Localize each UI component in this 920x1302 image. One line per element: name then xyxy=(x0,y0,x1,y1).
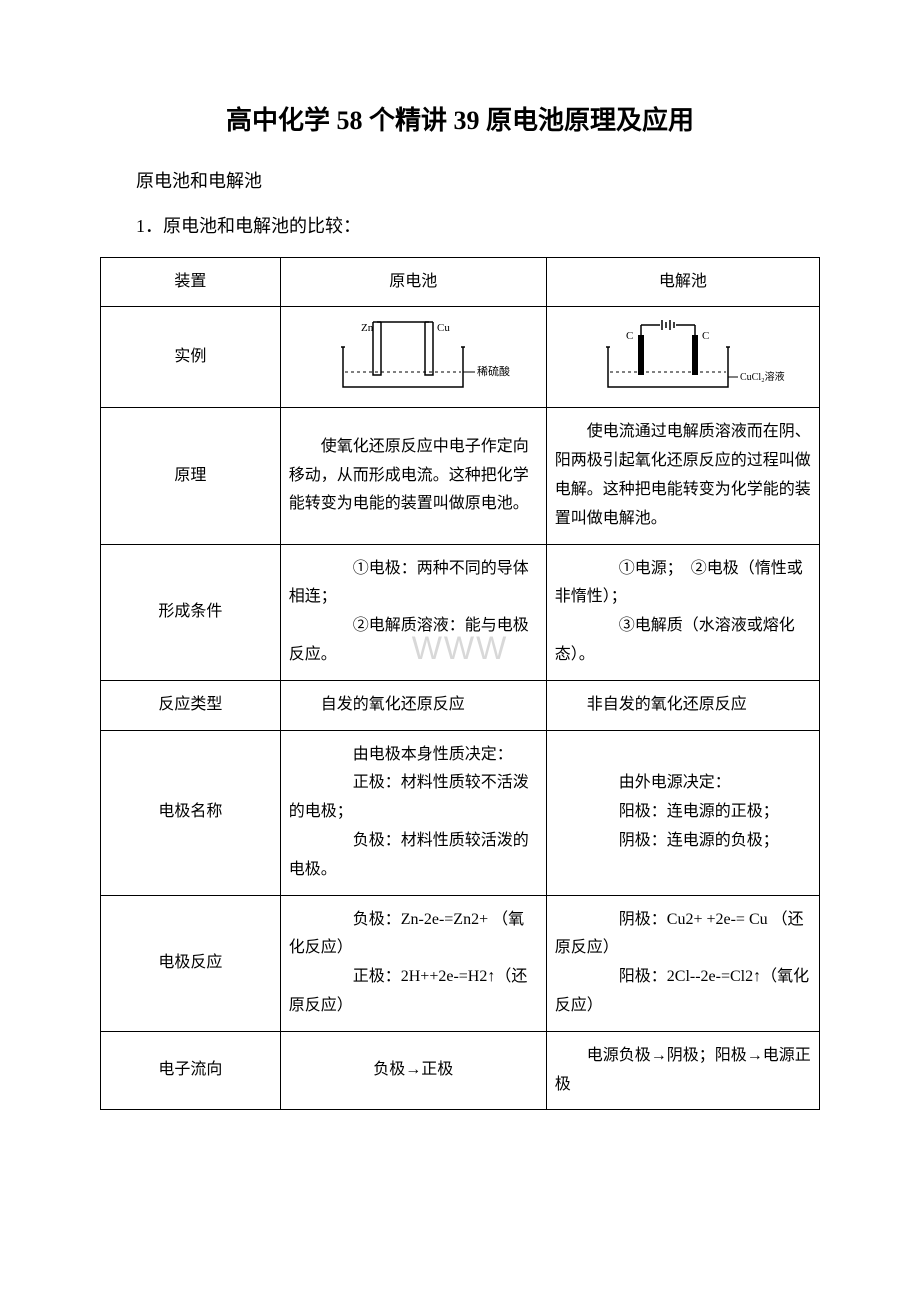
svg-text:Cu: Cu xyxy=(437,322,450,334)
electrode-name-label: 电极名称 xyxy=(101,730,281,895)
svg-text:Zn: Zn xyxy=(361,322,374,334)
example-row: 实例 Zn Cu 稀硫酸 xyxy=(101,307,820,408)
electrode-reaction-galvanic-2: 正极：2H++2e-=H2↑（还原反应） xyxy=(289,963,538,1021)
conditions-electrolytic-2: ③电解质（水溶液或熔化态）。 xyxy=(555,612,811,670)
example-label: 实例 xyxy=(101,307,281,408)
conditions-galvanic: ①电极：两种不同的导体相连； ②电解质溶液：能与电极反应。 xyxy=(280,544,546,680)
electrode-reaction-galvanic: 负极：Zn-2e-=Zn2+ （氧化反应） 正极：2H++2e-=H2↑（还原反… xyxy=(280,895,546,1031)
header-electrolytic: 电解池 xyxy=(546,257,819,307)
conditions-electrolytic: ①电源； ②电极（惰性或非惰性）； ③电解质（水溶液或熔化态）。 xyxy=(546,544,819,680)
svg-text:稀硫酸: 稀硫酸 xyxy=(477,364,510,378)
principle-label: 原理 xyxy=(101,408,281,544)
conditions-label: 形成条件 xyxy=(101,544,281,680)
electrode-name-electrolytic: 由外电源决定： 阳极：连电源的正极； 阴极：连电源的负极； xyxy=(546,730,819,895)
electrode-reaction-electrolytic-2: 阳极：2Cl--2e-=Cl2↑（氧化反应） xyxy=(555,963,811,1021)
intro-text-2: 1．原电池和电解池的比较： xyxy=(100,212,820,241)
electrode-name-electrolytic-3: 阴极：连电源的负极； xyxy=(555,827,811,856)
conditions-galvanic-1: ①电极：两种不同的导体相连； xyxy=(289,555,538,613)
electrolytic-cell-diagram: C C CuCl₂溶液 xyxy=(578,317,788,397)
principle-electrolytic: 使电流通过电解质溶液而在阴、阳两极引起氧化还原反应的过程叫做电解。这种把电能转变… xyxy=(546,408,819,544)
conditions-galvanic-2: ②电解质溶液：能与电极反应。 xyxy=(289,612,538,670)
page-title: 高中化学 58 个精讲 39 原电池原理及应用 xyxy=(100,100,820,137)
reaction-type-label: 反应类型 xyxy=(101,680,281,730)
electrode-reaction-galvanic-1: 负极：Zn-2e-=Zn2+ （氧化反应） xyxy=(289,906,538,964)
galvanic-cell-diagram: Zn Cu 稀硫酸 xyxy=(313,317,513,397)
intro-text-1: 原电池和电解池 xyxy=(100,167,820,196)
electrode-name-galvanic-1: 由电极本身性质决定： xyxy=(289,741,538,770)
electrode-reaction-label: 电极反应 xyxy=(101,895,281,1031)
reaction-type-electrolytic: 非自发的氧化还原反应 xyxy=(546,680,819,730)
header-device: 装置 xyxy=(101,257,281,307)
galvanic-diagram-cell: Zn Cu 稀硫酸 xyxy=(280,307,546,408)
electron-flow-galvanic: 负极→正极 xyxy=(280,1031,546,1110)
electrode-name-row: 电极名称 由电极本身性质决定： 正极：材料性质较不活泼的电极； 负极：材料性质较… xyxy=(101,730,820,895)
conditions-row: 形成条件 ①电极：两种不同的导体相连； ②电解质溶液：能与电极反应。 ①电源； … xyxy=(101,544,820,680)
electron-flow-electrolytic: 电源负极→阴极；阳极→电源正极 xyxy=(546,1031,819,1110)
electrolytic-diagram-cell: C C CuCl₂溶液 xyxy=(546,307,819,408)
svg-text:C: C xyxy=(702,330,709,342)
electrode-reaction-electrolytic: 阴极：Cu2+ +2e-= Cu （还原反应） 阳极：2Cl--2e-=Cl2↑… xyxy=(546,895,819,1031)
electrode-name-electrolytic-2: 阳极：连电源的正极； xyxy=(555,798,811,827)
header-galvanic: 原电池 xyxy=(280,257,546,307)
reaction-type-row: 反应类型 自发的氧化还原反应 非自发的氧化还原反应 xyxy=(101,680,820,730)
table-header-row: 装置 原电池 电解池 xyxy=(101,257,820,307)
electrode-reaction-row: 电极反应 负极：Zn-2e-=Zn2+ （氧化反应） 正极：2H++2e-=H2… xyxy=(101,895,820,1031)
electrode-name-galvanic: 由电极本身性质决定： 正极：材料性质较不活泼的电极； 负极：材料性质较活泼的电极… xyxy=(280,730,546,895)
electrode-name-galvanic-2: 正极：材料性质较不活泼的电极； xyxy=(289,769,538,827)
reaction-type-galvanic: 自发的氧化还原反应 xyxy=(280,680,546,730)
comparison-table: 装置 原电池 电解池 实例 Zn Cu 稀硫酸 xyxy=(100,257,820,1111)
principle-galvanic: 使氧化还原反应中电子作定向移动，从而形成电流。这种把化学能转变为电能的装置叫做原… xyxy=(280,408,546,544)
electrode-reaction-electrolytic-1: 阴极：Cu2+ +2e-= Cu （还原反应） xyxy=(555,906,811,964)
svg-text:CuCl₂溶液: CuCl₂溶液 xyxy=(740,370,785,383)
principle-row: 原理 使氧化还原反应中电子作定向移动，从而形成电流。这种把化学能转变为电能的装置… xyxy=(101,408,820,544)
electrode-name-galvanic-3: 负极：材料性质较活泼的电极。 xyxy=(289,827,538,885)
electrode-name-electrolytic-1: 由外电源决定： xyxy=(555,769,811,798)
svg-text:C: C xyxy=(626,330,633,342)
electron-flow-row: 电子流向 负极→正极 电源负极→阴极；阳极→电源正极 xyxy=(101,1031,820,1110)
electron-flow-label: 电子流向 xyxy=(101,1031,281,1110)
conditions-electrolytic-1: ①电源； ②电极（惰性或非惰性）； xyxy=(555,555,811,613)
